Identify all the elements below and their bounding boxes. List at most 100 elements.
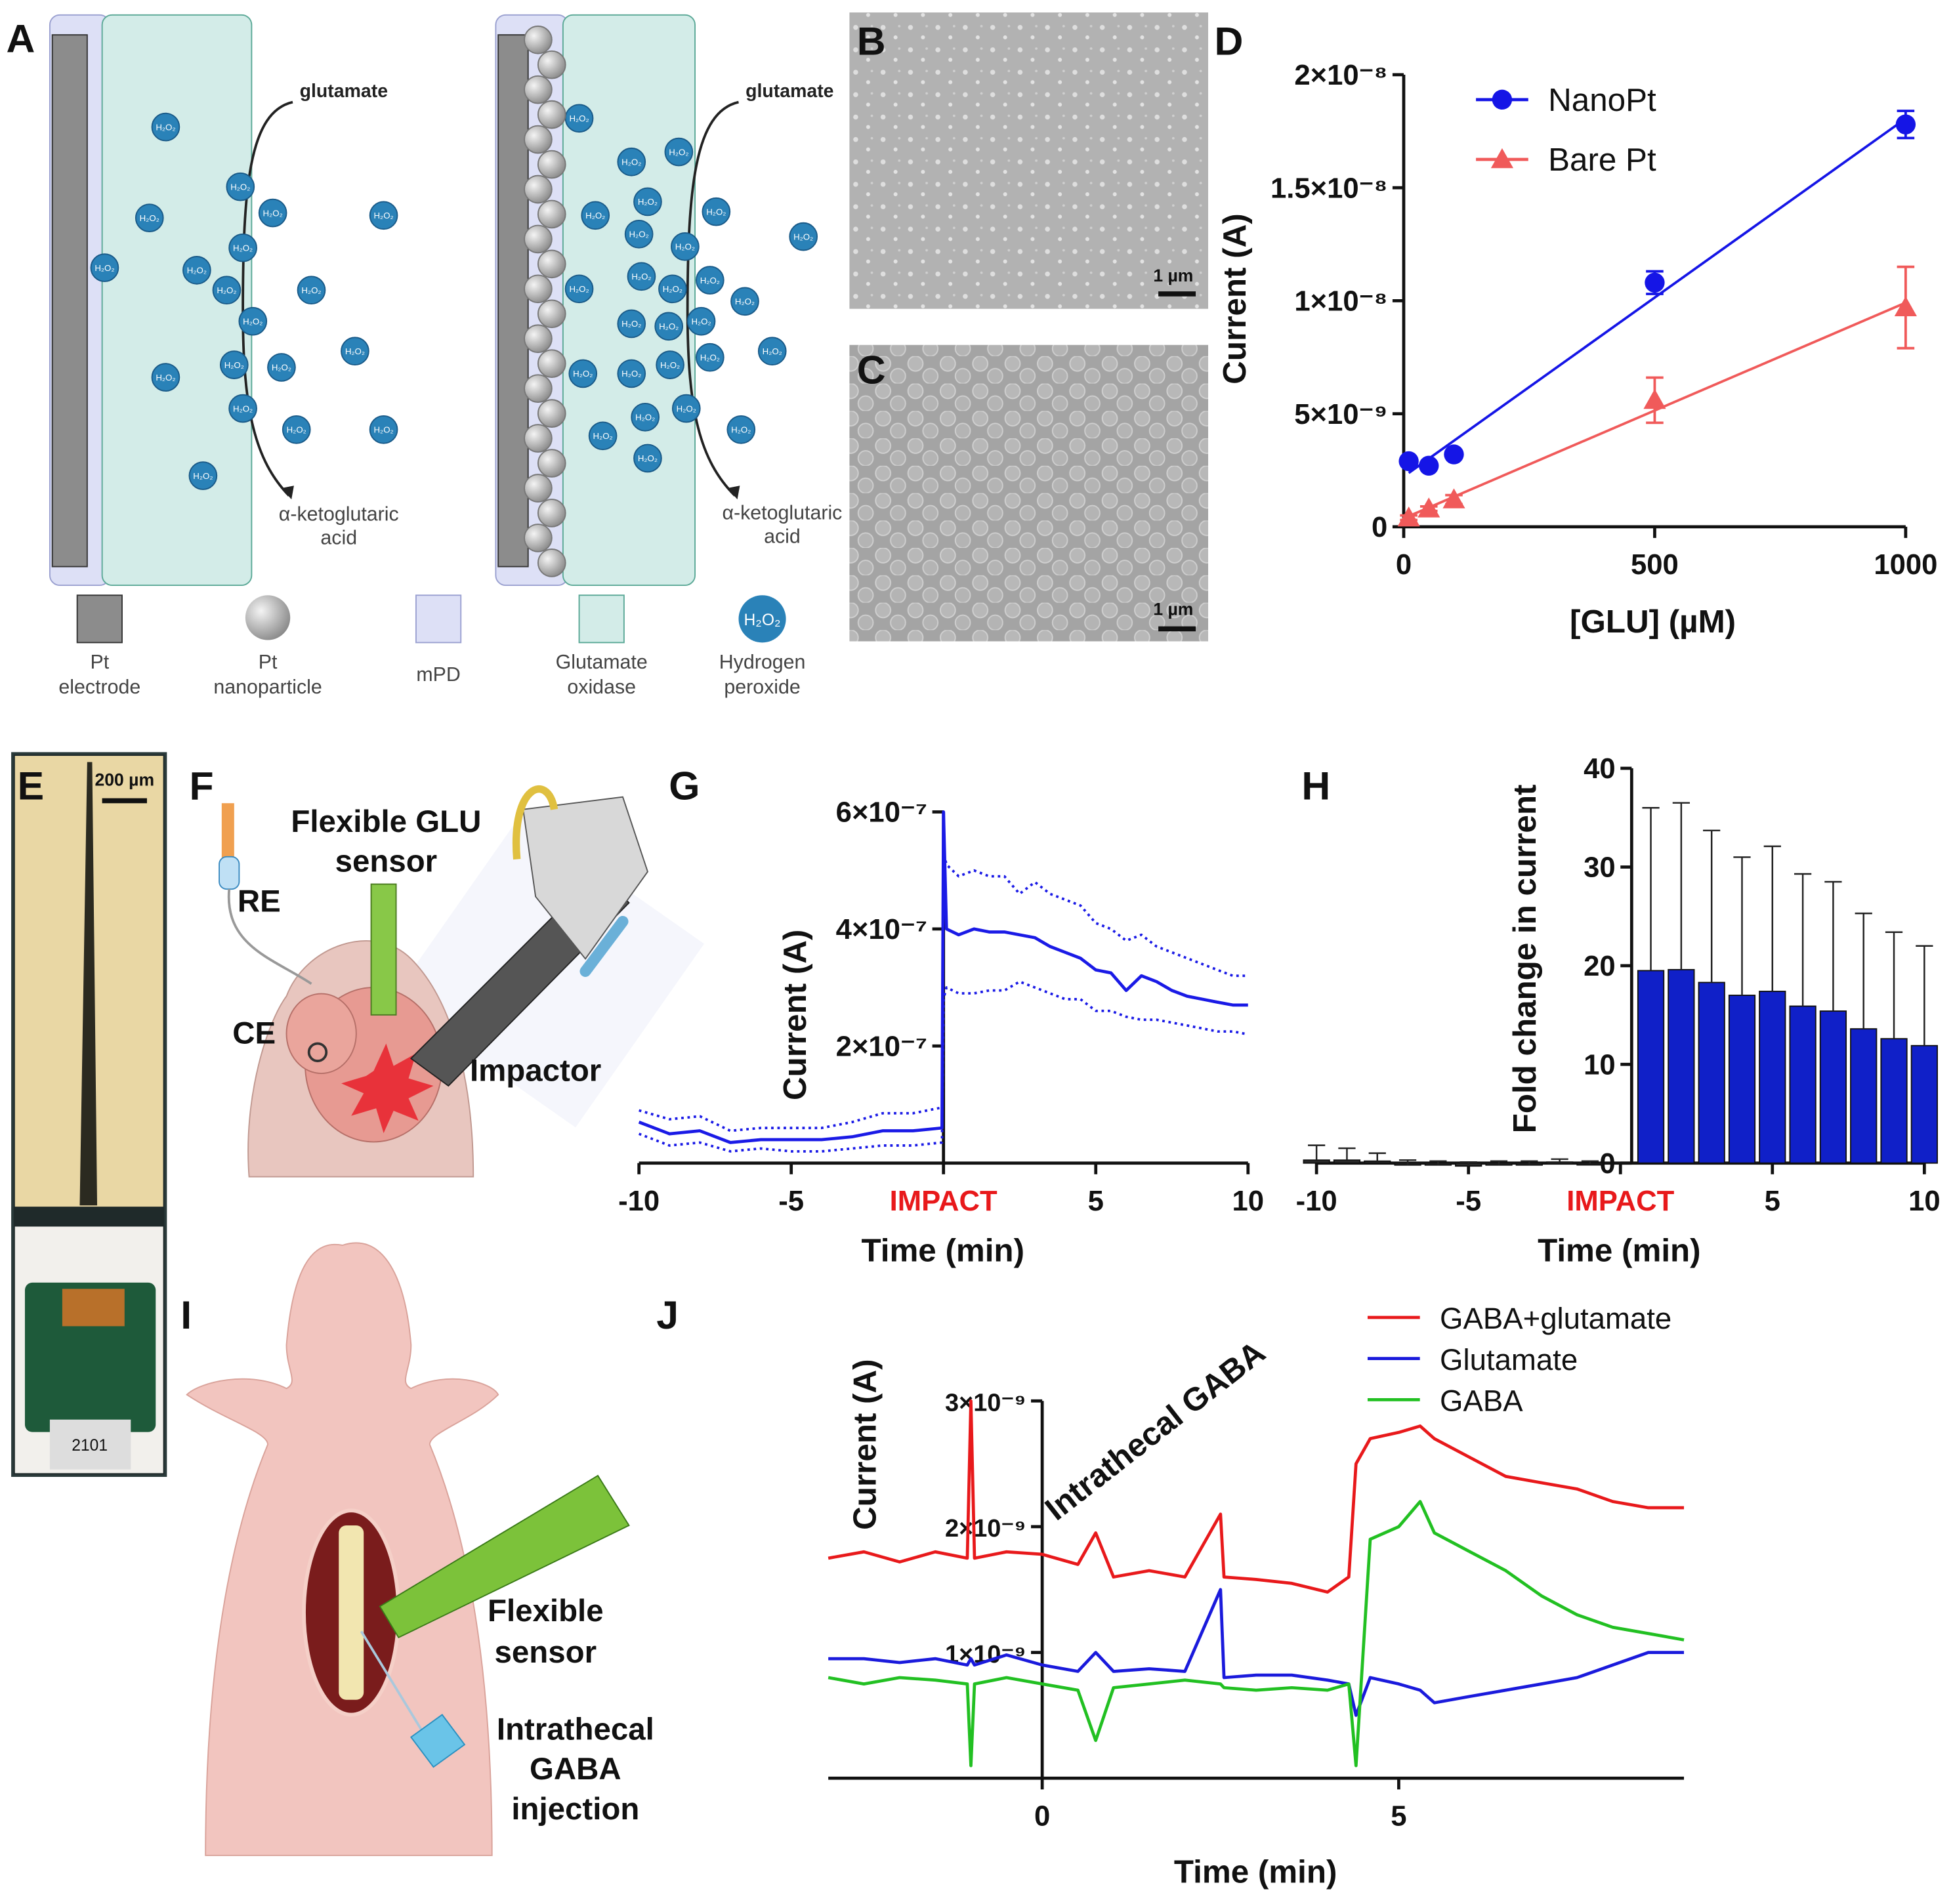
injection-label: GABA — [530, 1752, 621, 1787]
fit-line — [1408, 117, 1906, 474]
product: α-ketoglutaric — [722, 502, 842, 524]
bar — [1910, 1045, 1938, 1164]
molecule-label: H₂O₂ — [569, 284, 589, 294]
nanoparticle — [524, 524, 553, 552]
x-tick-label: IMPACT — [1566, 1185, 1674, 1217]
molecule-label: H₂O₂ — [585, 211, 605, 220]
legend-swatch — [415, 594, 462, 644]
molecules: H₂O₂ H₂O₂ H₂O₂ H₂O₂ H₂O₂ H₂O₂ H₂O₂ H₂O₂ H₂O₂ H₂O₂… — [90, 25, 818, 577]
legend-label: peroxide — [724, 676, 800, 698]
scale-label: 1 µm — [1153, 600, 1193, 619]
y-tick-label: 1.5×10⁻⁸ — [1270, 172, 1387, 204]
molecule-label: H₂O₂ — [94, 263, 114, 273]
legend-swatch — [578, 594, 625, 644]
x-tick-label: 5 — [1391, 1800, 1406, 1832]
marker — [1419, 455, 1439, 476]
x-tick-label: -10 — [1296, 1185, 1337, 1217]
molecule — [617, 359, 646, 388]
molecule — [789, 222, 818, 251]
panel-label: C — [857, 348, 886, 392]
panel-label: B — [857, 19, 886, 64]
nanoparticle — [524, 324, 553, 354]
molecule — [588, 421, 618, 451]
line — [828, 1500, 1685, 1768]
injector — [410, 1714, 466, 1768]
y-tick-label: 5×10⁻⁹ — [1294, 398, 1387, 430]
molecule — [228, 233, 257, 262]
molecule-label: H₂O₂ — [140, 213, 159, 223]
x-tick-label: 500 — [1631, 548, 1679, 581]
ce-mark — [307, 1042, 328, 1062]
panel-label: H — [1301, 764, 1330, 808]
nanoparticle — [537, 449, 566, 478]
molecule — [151, 363, 180, 392]
nanoparticle — [524, 75, 553, 104]
error-bar — [1551, 1158, 1568, 1163]
y-axis-title: Current (A) — [847, 1359, 883, 1529]
product: acid — [764, 526, 801, 548]
molecule — [627, 262, 656, 291]
product: acid — [320, 527, 357, 548]
impactor-body — [522, 796, 648, 961]
nanoparticle — [537, 100, 566, 129]
x-tick-label: 10 — [1232, 1185, 1264, 1217]
y-tick-label: 0 — [1372, 511, 1387, 543]
legend: Pt electrode Pt nanoparticle mPD Glutamate oxi… — [58, 652, 805, 698]
error-bar — [1824, 880, 1842, 1012]
marker — [1645, 272, 1665, 293]
legend-label: Bare Pt — [1548, 142, 1656, 178]
molecule — [258, 198, 287, 228]
x-axis-title: Time (min) — [1538, 1233, 1700, 1269]
molecule — [726, 415, 756, 444]
y-tick-label: 3×10⁻⁹ — [945, 1389, 1026, 1417]
bar — [1303, 1159, 1330, 1164]
y-tick-label: 40 — [1584, 753, 1616, 785]
bar — [1880, 1038, 1908, 1164]
molecule — [686, 306, 716, 336]
reference-electrode — [219, 856, 240, 890]
molecule-label: H₂O₂ — [230, 182, 250, 192]
x-tick-label: -5 — [1456, 1185, 1481, 1217]
molecule — [696, 342, 724, 372]
bar — [1789, 1005, 1816, 1164]
bar — [1333, 1159, 1361, 1164]
molecule — [226, 172, 255, 201]
molecule — [568, 359, 598, 388]
y-tick-label: 30 — [1584, 852, 1616, 884]
molecule — [671, 394, 701, 423]
re-label: RE — [238, 884, 281, 919]
reaction-arrow — [686, 100, 739, 497]
reactant: glutamate — [300, 81, 388, 102]
molecule-label: H₂O₂ — [345, 346, 365, 356]
molecule-label: H₂O₂ — [669, 147, 688, 157]
chip-label: 2101 — [72, 1437, 108, 1455]
molecule-label: H₂O₂ — [621, 319, 641, 329]
molecule — [369, 201, 398, 230]
molecule — [238, 306, 268, 336]
injection-label: injection — [511, 1792, 639, 1827]
molecule — [564, 274, 594, 304]
molecule-label: H₂O₂ — [660, 360, 680, 370]
nanoparticle — [537, 399, 566, 428]
marker — [1492, 89, 1513, 110]
molecule-label: H₂O₂ — [677, 404, 696, 413]
molecule — [182, 256, 211, 285]
legend-molecule: H₂O₂ — [744, 611, 780, 629]
molecule — [581, 201, 610, 230]
line — [828, 1588, 1685, 1717]
molecule — [656, 350, 684, 379]
sensor-label: Flexible — [488, 1594, 604, 1628]
impact-site — [341, 1043, 434, 1134]
sem-image — [849, 344, 1209, 642]
molecule-label: H₂O₂ — [735, 297, 755, 306]
molecule — [369, 415, 398, 444]
sensor-label: sensor — [335, 844, 438, 879]
molecule — [282, 415, 311, 444]
molecule-label: H₂O₂ — [573, 369, 593, 379]
nanoparticle — [537, 50, 566, 79]
molecule-label: H₂O₂ — [631, 272, 651, 281]
x-tick-label: -5 — [778, 1185, 804, 1217]
nanoparticle — [524, 224, 553, 254]
molecule-label: H₂O₂ — [224, 360, 244, 370]
